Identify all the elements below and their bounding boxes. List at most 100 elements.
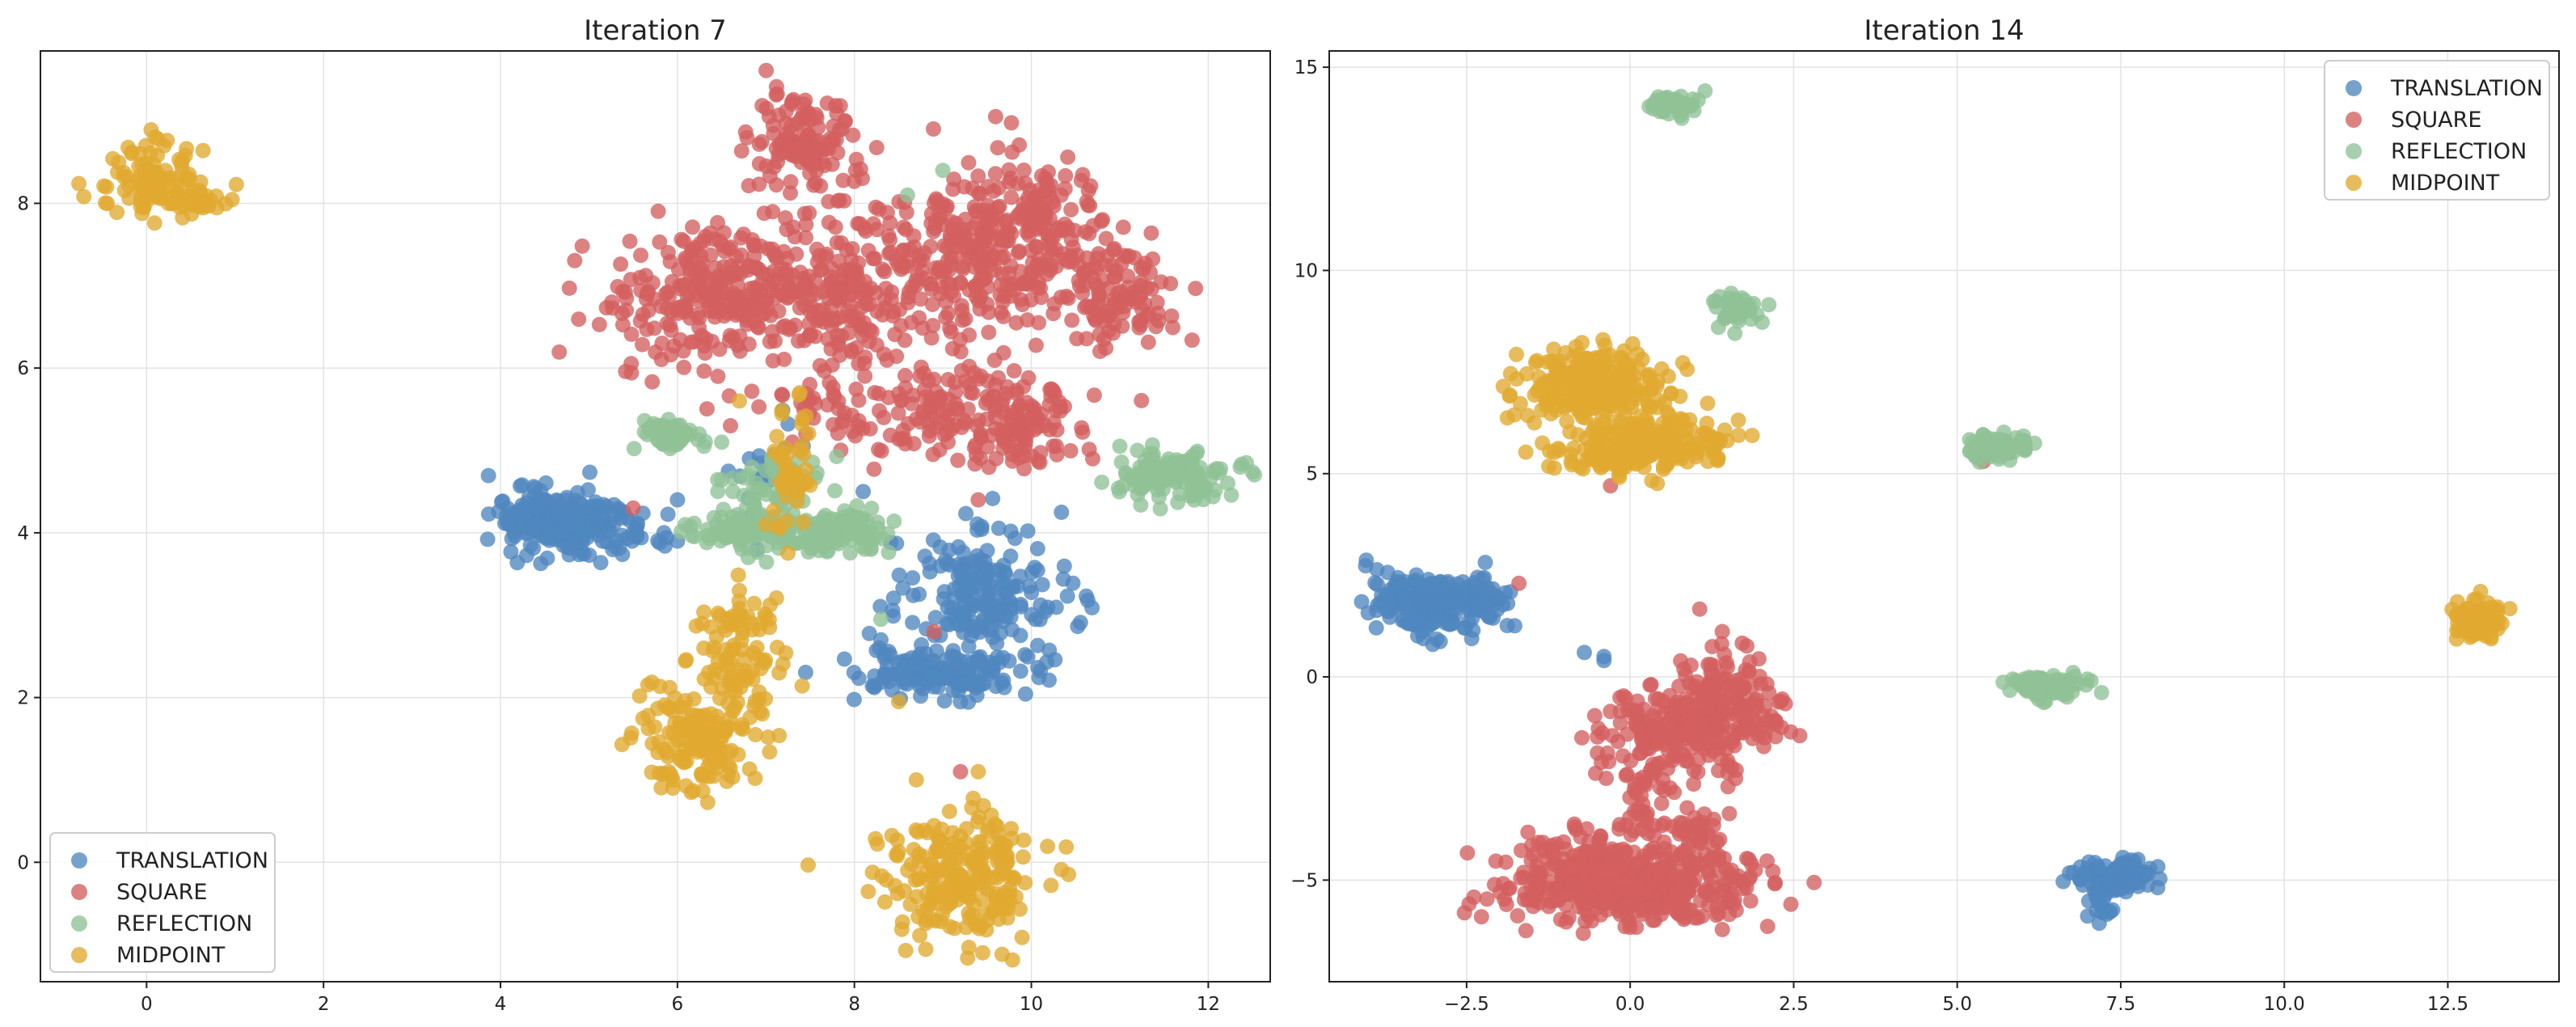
scatter-point [568,492,584,509]
legend-label: SQUARE [116,880,207,905]
scatter-point [752,480,768,497]
scatter-point [644,674,660,691]
scatter-point [1511,575,1527,591]
scatter-point [897,222,914,238]
scatter-point [924,297,940,312]
scatter-point [1033,168,1049,184]
legend-marker [71,915,87,932]
scatter-point [1479,891,1495,907]
scatter-point [1142,264,1158,281]
scatter-point [696,438,712,454]
scatter-point [1645,708,1661,724]
scatter-point [633,247,648,264]
scatter-point [925,446,941,463]
scatter-point [1560,910,1577,926]
scatter-point [741,518,758,534]
scatter-point [1642,370,1658,387]
scatter-point [783,174,799,190]
scatter-point [847,163,864,179]
scatter-point [1792,728,1808,744]
scatter-point [895,580,911,596]
scatter-point [900,862,916,878]
scatter-point [2097,881,2114,897]
scatter-point [1767,712,1784,729]
scatter-point [598,498,614,514]
scatter-point [685,219,700,235]
scatter-point [1042,382,1058,398]
scatter-point [1695,729,1711,745]
scatter-point [940,434,956,450]
scatter-point [509,555,526,571]
scatter-point [635,336,650,353]
scatter-point [967,917,983,933]
scatter-point [857,368,873,384]
scatter-point [905,615,921,631]
scatter-point [1682,819,1698,835]
scatter-point [1053,290,1069,306]
scatter-point [952,763,969,780]
scatter-point [500,516,516,532]
scatter-point [1358,552,1375,568]
scatter-point [817,158,833,174]
scatter-point [887,877,903,894]
scatter-point [526,540,542,556]
scatter-point [720,695,737,711]
scatter-point [707,309,723,325]
scatter-point [638,268,654,284]
scatter-point [783,125,799,141]
scatter-point [710,294,726,310]
scatter-point [858,296,874,312]
scatter-point [1055,571,1071,587]
scatter-point [1539,852,1555,869]
scatter-point [1588,765,1603,781]
y-tick-label: 2 [17,688,29,709]
scatter-point [146,215,163,231]
scatter-point [1777,695,1793,712]
scatter-point [1704,705,1721,721]
scatter-point [862,524,878,539]
scatter-point [150,174,167,190]
scatter-point [710,653,726,670]
scatter-point [1736,698,1752,714]
scatter-point [846,691,862,708]
scatter-point [1721,805,1738,822]
scatter-point [1003,821,1020,837]
scatter-point [1353,594,1370,610]
scatter-point [1075,167,1091,183]
scatter-point [1620,726,1636,742]
scatter-point [2080,908,2096,924]
scatter-point [860,884,876,899]
scatter-point [1058,839,1075,855]
scatter-point [1733,302,1749,319]
scatter-point [1518,366,1535,382]
scatter-point [1596,653,1612,669]
scatter-point [868,199,884,215]
scatter-point [1722,687,1738,702]
scatter-point [836,192,852,209]
scatter-point [740,549,756,565]
scatter-point [954,312,970,328]
scatter-point [132,146,148,162]
scatter-point [894,672,910,688]
scatter-point [749,281,765,297]
scatter-point [871,386,887,402]
scatter-point [944,213,960,230]
scatter-point [1220,475,1235,492]
scatter-point [871,442,887,458]
scatter-point [922,276,938,292]
scatter-point [1597,394,1613,410]
scatter-point [1105,325,1121,341]
scatter-point [926,623,942,640]
scatter-point [979,296,995,312]
scatter-point [783,534,800,550]
scatter-point [940,372,956,387]
scatter-point [1247,467,1262,483]
scatter-point [746,237,762,253]
scatter-point [950,452,966,468]
scatter-point [660,506,676,522]
scatter-point [880,544,897,560]
scatter-point [768,590,784,606]
scatter-point [1520,824,1536,840]
scatter-point [684,707,700,723]
scatter-point [928,191,944,207]
